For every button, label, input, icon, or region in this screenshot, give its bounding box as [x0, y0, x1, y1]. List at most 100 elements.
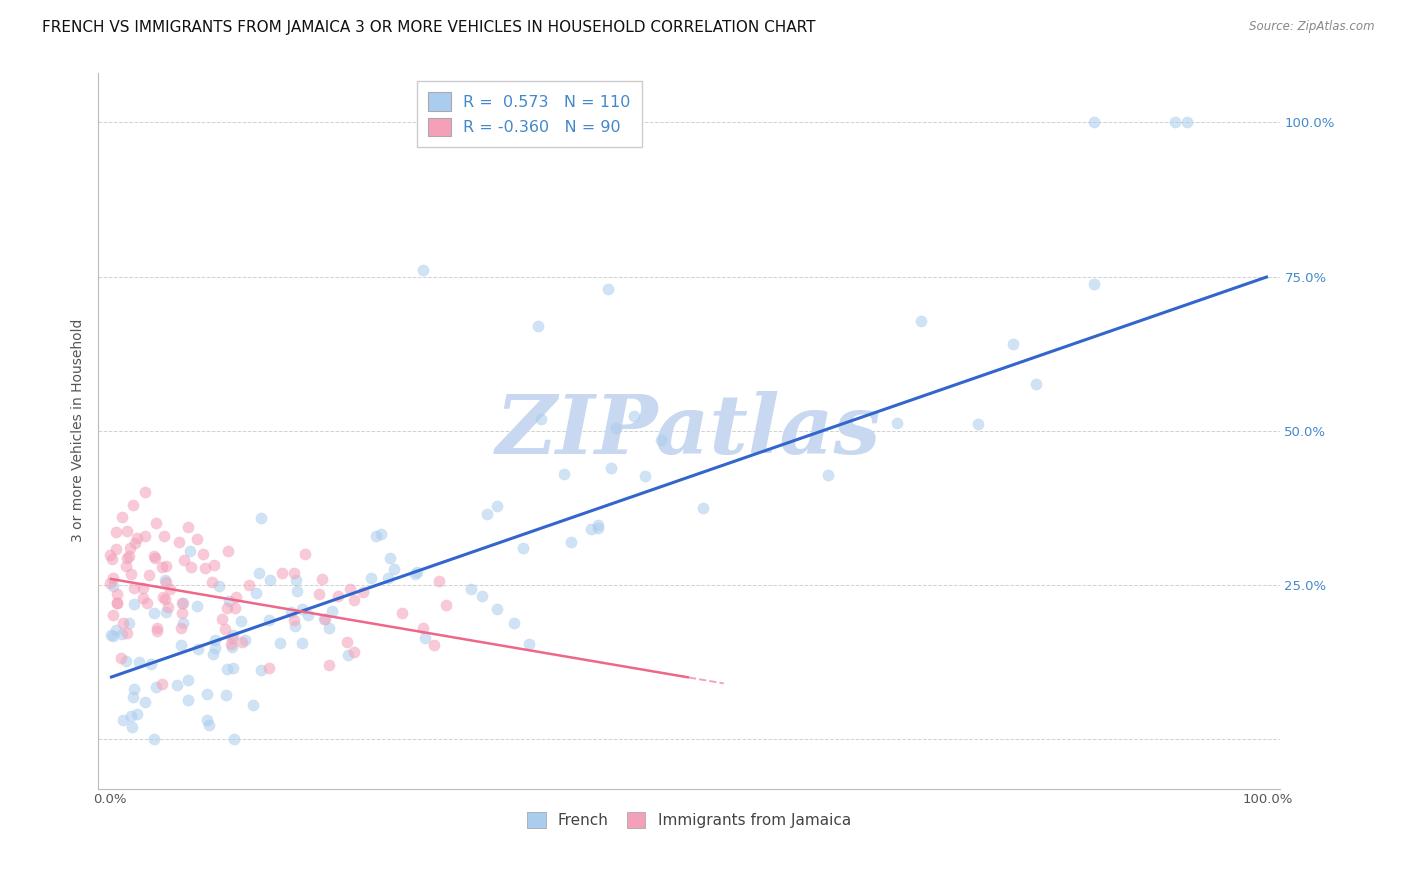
Point [173, 553, 195, 567]
Point [138, 567, 160, 582]
Point [343, 645, 366, 659]
Point [291, 602, 314, 616]
Point [142, 549, 165, 564]
Point [201, 575, 224, 590]
Point [145, 516, 167, 531]
Point [250, 511, 273, 525]
Point [259, 573, 281, 587]
Point [225, 590, 247, 604]
Point [221, 640, 243, 654]
Point [115, 551, 138, 566]
Text: FRENCH VS IMMIGRANTS FROM JAMAICA 3 OR MORE VEHICLES IN HOUSEHOLD CORRELATION CH: FRENCH VS IMMIGRANTS FROM JAMAICA 3 OR M… [42, 20, 815, 35]
Point [125, 531, 148, 545]
Point [121, 690, 143, 705]
Point [623, 409, 645, 423]
Point [412, 263, 434, 277]
Point [197, 717, 219, 731]
Point [283, 566, 305, 580]
Point [250, 664, 273, 678]
Point [294, 548, 316, 562]
Point [588, 521, 610, 535]
Point [105, 587, 128, 601]
Point [297, 607, 319, 622]
Point [179, 543, 201, 558]
Point [111, 627, 134, 641]
Point [170, 638, 193, 652]
Point [139, 657, 162, 672]
Point [311, 572, 333, 586]
Point [339, 582, 361, 596]
Point [427, 574, 450, 588]
Point [384, 562, 406, 576]
Point [145, 680, 167, 694]
Point [155, 574, 177, 589]
Point [120, 566, 142, 581]
Point [180, 559, 202, 574]
Point [120, 541, 142, 555]
Point [202, 558, 225, 573]
Point [259, 613, 281, 627]
Point [380, 550, 402, 565]
Point [122, 681, 145, 696]
Point [215, 662, 238, 676]
Point [186, 532, 208, 546]
Point [360, 571, 382, 585]
Point [169, 534, 191, 549]
Point [177, 673, 200, 687]
Point [208, 579, 231, 593]
Point [122, 581, 145, 595]
Point [586, 518, 609, 533]
Point [967, 417, 990, 432]
Point [634, 468, 657, 483]
Point [110, 510, 132, 524]
Point [155, 558, 177, 573]
Point [560, 534, 582, 549]
Point [101, 571, 124, 585]
Point [605, 421, 627, 435]
Point [143, 606, 166, 620]
Point [172, 606, 194, 620]
Point [100, 548, 122, 562]
Point [245, 586, 267, 600]
Point [1002, 336, 1025, 351]
Point [231, 634, 253, 648]
Text: ZIPatlas: ZIPatlas [496, 391, 882, 471]
Point [215, 601, 238, 615]
Point [221, 637, 243, 651]
Point [122, 597, 145, 611]
Point [336, 634, 359, 648]
Point [1164, 115, 1187, 129]
Point [321, 604, 343, 618]
Point [1175, 115, 1198, 129]
Point [517, 636, 540, 650]
Point [318, 657, 340, 672]
Point [1083, 115, 1105, 129]
Point [150, 559, 173, 574]
Point [650, 434, 672, 448]
Point [370, 526, 392, 541]
Point [215, 688, 238, 702]
Point [159, 582, 181, 596]
Point [117, 524, 139, 539]
Point [194, 561, 217, 575]
Point [101, 551, 124, 566]
Point [134, 485, 156, 500]
Point [204, 640, 226, 655]
Point [153, 529, 176, 543]
Point [471, 589, 494, 603]
Point [221, 631, 243, 645]
Point [817, 467, 839, 482]
Point [134, 695, 156, 709]
Point [238, 578, 260, 592]
Point [211, 612, 233, 626]
Point [125, 706, 148, 721]
Point [364, 528, 387, 542]
Point [222, 732, 245, 747]
Point [117, 549, 139, 563]
Point [105, 624, 128, 638]
Point [221, 660, 243, 674]
Point [143, 550, 166, 565]
Point [111, 615, 134, 630]
Point [314, 612, 336, 626]
Point [217, 544, 239, 558]
